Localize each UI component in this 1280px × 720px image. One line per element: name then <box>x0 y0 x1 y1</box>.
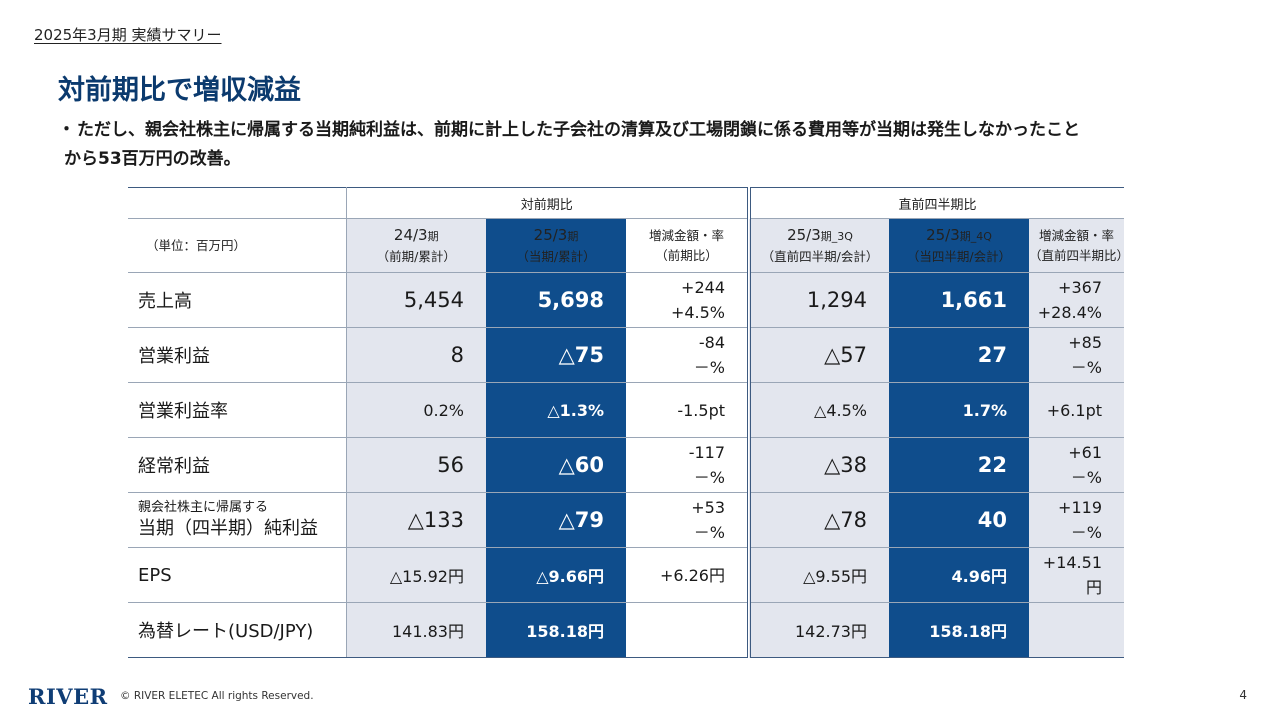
table-row-sales: 売上高 5,454 5,698 +244 +4.5% 1,294 1,661 +3… <box>128 272 1124 328</box>
unit-label: （単位：百万円） <box>128 218 346 273</box>
cell-curr: △60 <box>486 437 626 493</box>
cell-prev: △15.92円 <box>345 547 486 603</box>
cell-curr: △1.3% <box>486 382 626 438</box>
cell-q3: △57 <box>749 327 889 383</box>
col-header-q3: 25/3期_3Q （直前四半期/会計） <box>749 218 889 273</box>
col-header-prev: 24/3期 （前期/累計） <box>345 218 486 273</box>
row-label: 経常利益 <box>128 437 346 493</box>
cell-qoq-change: +14.51円 <box>1029 547 1124 603</box>
col-header-curr: 25/3期 （当期/累計） <box>486 218 626 273</box>
cell-curr: △9.66円 <box>486 547 626 603</box>
river-logo: RIVER <box>28 684 108 709</box>
cell-curr: △79 <box>486 492 626 548</box>
cell-prev: 56 <box>345 437 486 493</box>
row-label: 売上高 <box>128 272 346 328</box>
table-row-operating-profit: 営業利益 8 △75 -84 －% △57 27 +85 －% <box>128 327 1124 383</box>
table-row-ordinary-profit: 経常利益 56 △60 -117 －% △38 22 +61 －% <box>128 437 1124 493</box>
cell-q3: △9.55円 <box>749 547 889 603</box>
cell-qoq-change <box>1029 602 1124 658</box>
cell-prev: 8 <box>345 327 486 383</box>
cell-curr: 158.18円 <box>486 602 626 658</box>
col-header-qoq-change: 増減金額・率 （直前四半期比） <box>1029 218 1129 273</box>
cell-qoq-change: +119 －% <box>1029 492 1124 548</box>
cell-yoy-change: +244 +4.5% <box>626 272 751 328</box>
row-label: 親会社株主に帰属する 当期（四半期）純利益 <box>128 492 346 548</box>
cell-q3: △4.5% <box>749 382 889 438</box>
cell-prev: △133 <box>345 492 486 548</box>
copyright-text: © RIVER ELETEC All rights Reserved. <box>120 690 314 702</box>
cell-q4: 158.18円 <box>889 602 1029 658</box>
row-label: 営業利益 <box>128 327 346 383</box>
cell-prev: 141.83円 <box>345 602 486 658</box>
cell-q4: 22 <box>889 437 1029 493</box>
cell-curr: 5,698 <box>486 272 626 328</box>
cell-q4: 1.7% <box>889 382 1029 438</box>
breadcrumb: 2025年3月期 実績サマリー <box>34 26 222 44</box>
cell-q4: 40 <box>889 492 1029 548</box>
row-label: EPS <box>128 547 346 603</box>
group-header-row: 対前期比 直前四半期比 <box>128 187 1124 219</box>
results-summary-table: 対前期比 直前四半期比 （単位：百万円） 24/3期 （前期/累計） 25/3期… <box>128 187 1129 658</box>
table-row-operating-margin: 営業利益率 0.2% △1.3% -1.5pt △4.5% 1.7% +6.1p… <box>128 382 1124 438</box>
table-row-fx-rate: 為替レート(USD/JPY) 141.83円 158.18円 142.73円 1… <box>128 602 1124 658</box>
cell-qoq-change: +367 +28.4% <box>1029 272 1124 328</box>
cell-yoy-change <box>626 602 751 658</box>
cell-q4: 1,661 <box>889 272 1029 328</box>
group-header-blank <box>128 187 346 219</box>
cell-q3: 1,294 <box>749 272 889 328</box>
group-yoy: 対前期比 <box>345 187 751 219</box>
table-row-eps: EPS △15.92円 △9.66円 +6.26円 △9.55円 4.96円 +… <box>128 547 1124 603</box>
cell-yoy-change: -1.5pt <box>626 382 751 438</box>
cell-yoy-change: -84 －% <box>626 327 751 383</box>
cell-q4: 4.96円 <box>889 547 1029 603</box>
cell-qoq-change: +85 －% <box>1029 327 1124 383</box>
cell-q3: △38 <box>749 437 889 493</box>
row-label: 為替レート(USD/JPY) <box>128 602 346 658</box>
row-label: 営業利益率 <box>128 382 346 438</box>
page-number: 4 <box>1239 688 1247 702</box>
cell-q4: 27 <box>889 327 1029 383</box>
summary-note: ・ただし、親会社株主に帰属する当期純利益は、前期に計上した子会社の清算及び工場閉… <box>58 116 1168 174</box>
column-header-row: （単位：百万円） 24/3期 （前期/累計） 25/3期 （当期/累計） 増減金… <box>128 218 1129 273</box>
col-header-q4: 25/3期_4Q （当四半期/会計） <box>889 218 1029 273</box>
cell-prev: 0.2% <box>345 382 486 438</box>
table-row-net-income: 親会社株主に帰属する 当期（四半期）純利益 △133 △79 +53 －% △78 … <box>128 492 1124 548</box>
col-header-yoy-change: 増減金額・率 （前期比） <box>626 218 751 273</box>
page-title: 対前期比で増収減益 <box>58 75 301 106</box>
cell-yoy-change: -117 －% <box>626 437 751 493</box>
bullet-dot: ・ <box>58 120 75 140</box>
summary-note-line2: から53百万円の改善。 <box>64 149 241 169</box>
cell-prev: 5,454 <box>345 272 486 328</box>
cell-q3: 142.73円 <box>749 602 889 658</box>
cell-curr: △75 <box>486 327 626 383</box>
cell-yoy-change: +53 －% <box>626 492 751 548</box>
cell-yoy-change: +6.26円 <box>626 547 751 603</box>
cell-qoq-change: +61 －% <box>1029 437 1124 493</box>
cell-qoq-change: +6.1pt <box>1029 382 1124 438</box>
group-qoq: 直前四半期比 <box>749 187 1124 219</box>
summary-note-line1: ただし、親会社株主に帰属する当期純利益は、前期に計上した子会社の清算及び工場閉鎖… <box>77 120 1080 140</box>
cell-q3: △78 <box>749 492 889 548</box>
